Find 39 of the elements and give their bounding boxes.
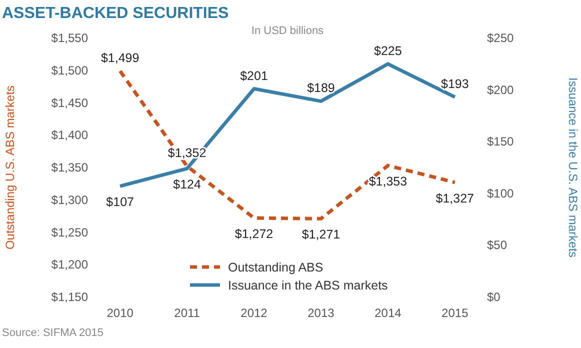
y-tick-label: $1,350 — [51, 160, 88, 174]
data-label: $201 — [240, 68, 268, 83]
y-tick-label: $1,250 — [51, 225, 88, 240]
source-note: Source: SIFMA 2015 — [2, 327, 104, 339]
y2-axis-title: Issuance in the U.S. ABS markets — [566, 77, 580, 258]
y-tick-label: $1,500 — [51, 63, 88, 78]
data-label: $124 — [173, 178, 202, 192]
x-tick-label: 2012 — [240, 306, 268, 320]
y-tick-label: $1,300 — [51, 192, 88, 207]
data-label: $193 — [441, 77, 469, 92]
legend-label: Outstanding ABS — [228, 260, 324, 274]
y-tick-label: $1,400 — [51, 128, 88, 142]
legend-label: Issuance in the ABS markets — [228, 278, 388, 292]
chart-title: ASSET-BACKED SECURITIES — [2, 5, 230, 22]
x-tick-label: 2011 — [174, 306, 200, 320]
x-tick-label: 2013 — [308, 306, 335, 320]
data-label: $189 — [307, 81, 335, 96]
y2-tick-label: $200 — [487, 82, 514, 97]
data-label: $1,272 — [234, 227, 274, 242]
x-tick-label: 2010 — [106, 306, 134, 320]
data-label: $1,327 — [436, 191, 474, 206]
y-tick-label: $1,150 — [51, 290, 88, 304]
data-label: $1,353 — [368, 174, 408, 189]
y2-tick-label: $100 — [487, 186, 514, 200]
y2-tick-label: $50 — [487, 238, 508, 252]
y-tick-label: $1,450 — [51, 96, 88, 110]
x-tick-label: 2014 — [374, 306, 402, 320]
y2-tick-label: $0 — [487, 290, 501, 304]
y-tick-label: $1,200 — [51, 258, 88, 272]
y-axis-title: Outstanding U.S. ABS markets — [3, 85, 17, 250]
data-label: $1,271 — [302, 228, 340, 242]
y2-tick-label: $250 — [487, 31, 514, 45]
data-label: $107 — [106, 195, 134, 210]
y2-tick-label: $150 — [487, 134, 514, 149]
x-tick-label: 2015 — [442, 306, 469, 320]
data-label: $1,499 — [100, 51, 140, 66]
chart-subtitle: In USD billions — [251, 25, 324, 37]
data-label: $225 — [374, 44, 402, 58]
y-tick-label: $1,550 — [51, 31, 88, 45]
